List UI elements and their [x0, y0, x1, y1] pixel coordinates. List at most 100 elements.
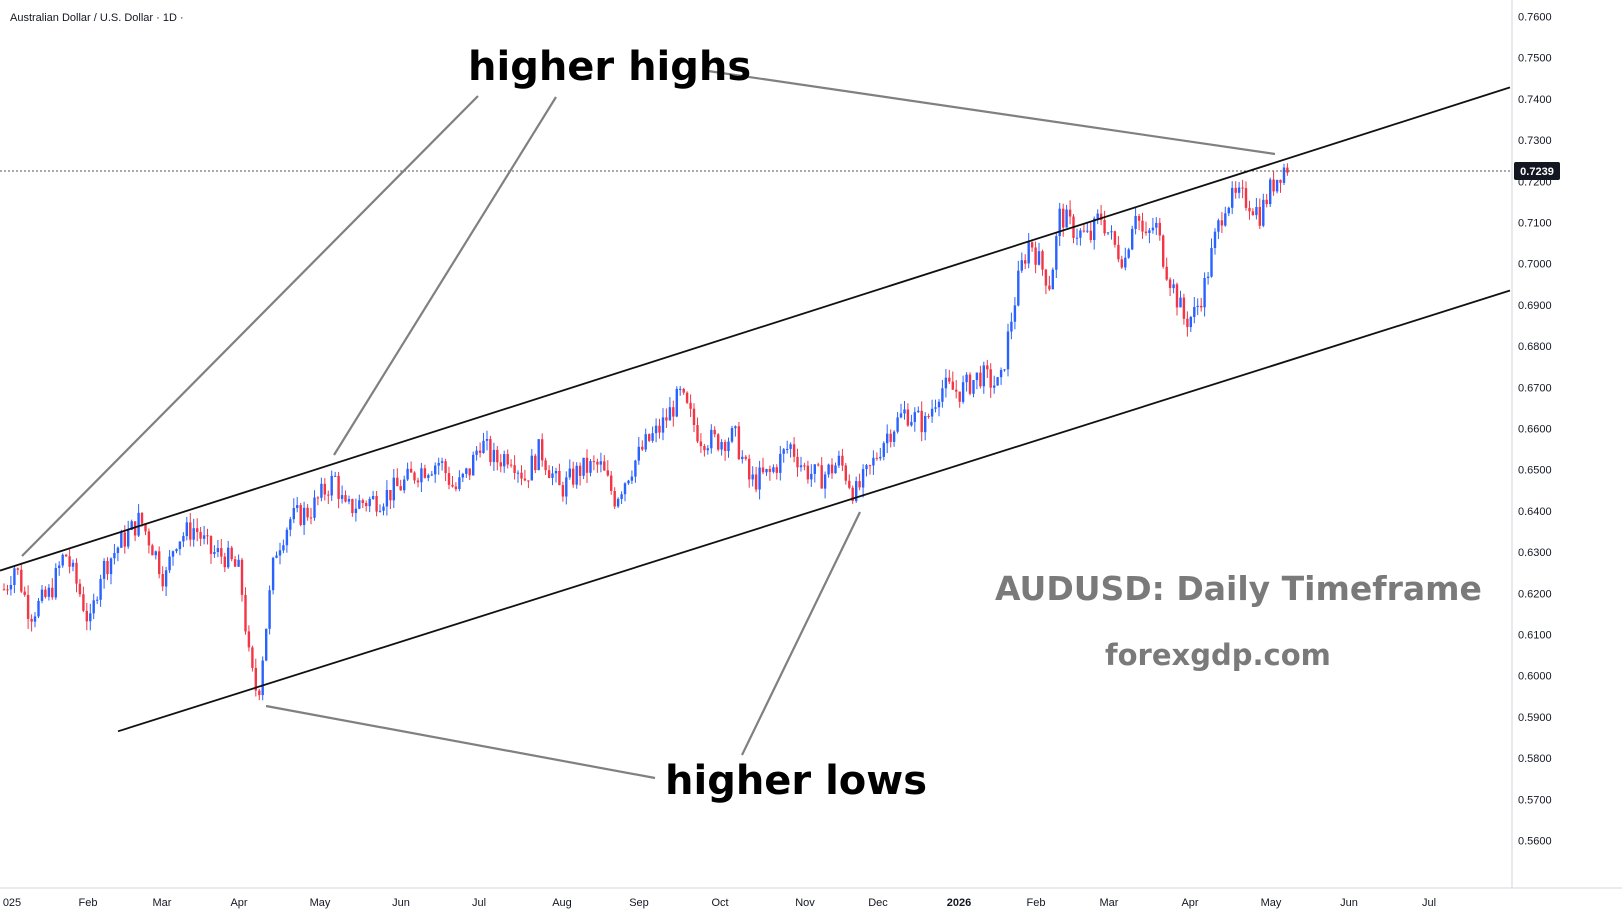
candle: [1093, 216, 1096, 250]
candle: [1037, 242, 1041, 266]
candle: [147, 528, 151, 554]
candle: [1144, 221, 1148, 236]
candle: [713, 426, 716, 438]
time-tick-label: Mar: [1100, 897, 1119, 909]
candle: [413, 471, 416, 484]
time-tick-label: Feb: [1027, 897, 1046, 909]
candle: [924, 412, 927, 441]
channel-upper-line[interactable]: [0, 86, 1511, 572]
channel-lower-line[interactable]: [117, 289, 1511, 733]
candle: [961, 375, 965, 404]
candle: [654, 418, 658, 443]
candle: [1282, 163, 1286, 185]
candle: [499, 454, 502, 473]
candle: [247, 625, 251, 652]
candle: [717, 433, 720, 452]
price-tick-label: 0.6900: [1518, 300, 1552, 312]
candle: [941, 379, 944, 408]
candle: [1048, 275, 1051, 291]
candle: [578, 462, 582, 486]
time-tick-label: Jul: [472, 897, 486, 909]
candle: [461, 472, 464, 482]
candle: [999, 367, 1003, 385]
candle: [844, 463, 847, 485]
candle: [99, 574, 102, 607]
candle: [392, 469, 395, 509]
candle: [706, 445, 709, 455]
candle: [703, 443, 706, 457]
candle: [792, 437, 796, 463]
candle: [261, 656, 264, 701]
watermark-title: AUDUSD: Daily Timeframe: [995, 569, 1482, 608]
candle: [975, 372, 979, 390]
symbol-title[interactable]: Australian Dollar / U.S. Dollar · 1D ·: [10, 12, 184, 24]
candle: [1079, 228, 1082, 246]
candle: [78, 579, 82, 597]
candle: [1134, 207, 1137, 235]
candle: [772, 464, 775, 474]
candle: [137, 504, 140, 537]
candle: [596, 458, 599, 473]
candle: [196, 518, 199, 542]
candle: [375, 491, 378, 517]
candle: [154, 550, 157, 560]
candle: [223, 552, 226, 573]
candle: [796, 448, 799, 477]
candle: [848, 474, 851, 490]
candle: [327, 490, 330, 504]
candle: [313, 490, 316, 521]
candle: [399, 479, 402, 491]
candle: [561, 481, 565, 502]
candle: [233, 556, 237, 567]
candle: [855, 476, 858, 503]
candle: [265, 628, 268, 662]
candle: [1058, 202, 1061, 246]
candle: [382, 503, 385, 516]
candle: [1027, 233, 1030, 269]
candle: [509, 459, 513, 468]
candle: [140, 512, 144, 527]
candle: [1182, 293, 1186, 325]
candle: [1044, 268, 1048, 295]
candle: [955, 380, 958, 399]
candle: [451, 476, 454, 488]
candle: [13, 565, 16, 594]
price-tick-label: 0.5700: [1518, 794, 1552, 806]
trendline-layer: [0, 86, 1511, 733]
price-tick-label: 0.7000: [1518, 259, 1552, 271]
candle: [823, 471, 827, 499]
candle: [51, 578, 54, 600]
candle: [958, 391, 961, 408]
candle: [189, 513, 192, 547]
annotation-pointer-line: [21, 95, 479, 557]
candle: [64, 553, 68, 557]
candle: [309, 507, 313, 525]
candle: [1024, 254, 1027, 270]
candle: [1099, 205, 1103, 226]
candle: [765, 468, 768, 476]
candle: [202, 525, 206, 545]
candle: [1272, 170, 1275, 196]
candle: [1065, 204, 1068, 228]
candle: [361, 498, 364, 508]
candle: [113, 544, 116, 565]
price-tick-label: 0.5600: [1518, 836, 1552, 848]
candle: [26, 585, 30, 629]
candle: [61, 553, 64, 568]
candle: [1124, 247, 1127, 271]
candle: [1148, 228, 1151, 244]
candle: [58, 561, 61, 576]
candle: [727, 437, 730, 458]
candle: [972, 380, 975, 398]
candle: [220, 539, 223, 564]
candle: [489, 435, 492, 466]
candle: [692, 403, 696, 433]
time-tick-label: 2026: [947, 897, 971, 909]
candle: [44, 586, 47, 599]
time-tick-label: Oct: [711, 897, 728, 909]
candle: [682, 387, 685, 395]
candle: [858, 473, 861, 491]
candle: [96, 596, 99, 604]
candle: [164, 566, 168, 596]
